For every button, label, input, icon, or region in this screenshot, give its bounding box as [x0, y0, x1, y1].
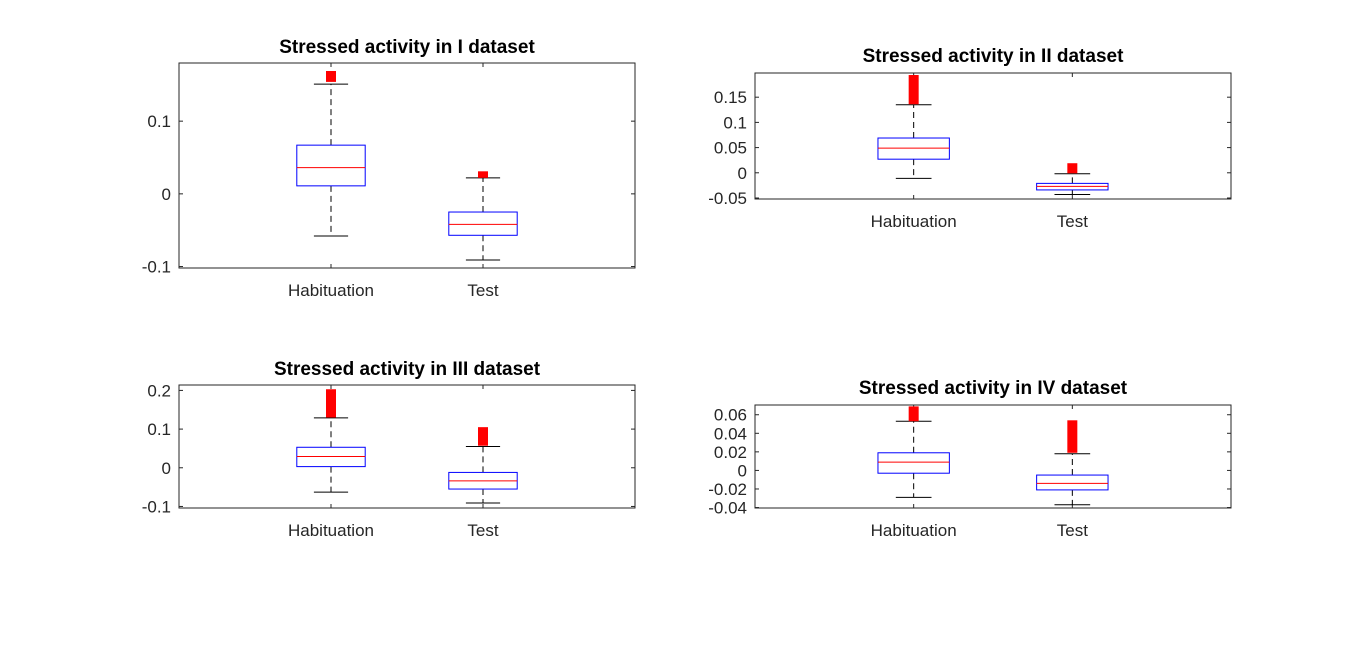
outlier-cluster	[908, 406, 919, 422]
chart-title: Stressed activity in III dataset	[274, 359, 541, 380]
iqr-box	[1036, 474, 1109, 491]
box-habituation	[877, 75, 950, 179]
y-tick-label: -0.05	[708, 189, 747, 208]
x-tick-label: Habituation	[288, 521, 374, 540]
outlier-cluster	[326, 70, 336, 82]
y-tick-label: 0.2	[147, 381, 171, 400]
y-tick-label: 0.06	[714, 406, 747, 425]
x-tick-label: Test	[467, 281, 498, 300]
chart-title: Stressed activity in IV dataset	[859, 378, 1128, 399]
y-tick-label: 0.05	[714, 139, 747, 158]
box-habituation	[296, 70, 366, 237]
chart-title: Stressed activity in I dataset	[279, 37, 535, 58]
outlier-cluster	[1067, 420, 1078, 453]
iqr-box	[877, 452, 950, 474]
box-test	[1036, 163, 1109, 195]
y-tick-label: 0.1	[723, 113, 747, 132]
chart-panel-2: Stressed activity in II dataset -0.05 0 0.0…	[708, 46, 1232, 231]
box-habituation	[877, 406, 950, 498]
y-tick-label: 0.04	[714, 424, 747, 443]
chart-panel-1: Stressed activity in I dataset -0.1 0 0.1 Ha…	[142, 37, 636, 300]
axes-frame	[754, 404, 1232, 509]
y-tick-label: -0.1	[142, 258, 171, 277]
axes-frame	[754, 72, 1232, 200]
chart-panel-3: Stressed activity in III dataset -0.1 0 0.1…	[142, 359, 636, 540]
x-tick-label: Habituation	[871, 212, 957, 231]
chart-title: Stressed activity in II dataset	[863, 46, 1125, 67]
outlier-cluster	[478, 171, 488, 178]
y-tick-label: -0.02	[708, 480, 747, 499]
y-tick-label: 0.15	[714, 88, 747, 107]
axes-frame	[178, 62, 636, 269]
y-tick-label: 0	[162, 459, 171, 478]
box-test	[448, 427, 518, 504]
y-tick-label: -0.04	[708, 499, 747, 518]
chart-panel-4: Stressed activity in IV dataset -0.04-0.0…	[708, 378, 1232, 540]
x-tick-label: Test	[1057, 521, 1088, 540]
box-test	[448, 171, 518, 261]
iqr-box	[877, 137, 950, 160]
y-tick-label: -0.1	[142, 497, 171, 516]
outlier-cluster	[908, 75, 919, 105]
y-tick-label: 0	[162, 185, 171, 204]
box-habituation	[296, 389, 366, 493]
outlier-cluster	[1067, 163, 1078, 174]
y-tick-label: 0	[738, 164, 747, 183]
x-tick-label: Test	[1057, 212, 1088, 231]
y-tick-label: 0	[738, 461, 747, 480]
x-tick-label: Habituation	[871, 521, 957, 540]
outlier-cluster	[326, 389, 336, 418]
x-tick-label: Test	[467, 521, 498, 540]
y-tick-label: 0.1	[147, 420, 171, 439]
x-tick-label: Habituation	[288, 281, 374, 300]
iqr-box	[296, 144, 366, 187]
outlier-cluster	[478, 427, 488, 446]
y-tick-label: 0.1	[147, 112, 171, 131]
iqr-box	[448, 211, 518, 236]
box-test	[1036, 420, 1109, 506]
y-tick-label: 0.02	[714, 443, 747, 462]
axes-frame	[178, 384, 636, 509]
